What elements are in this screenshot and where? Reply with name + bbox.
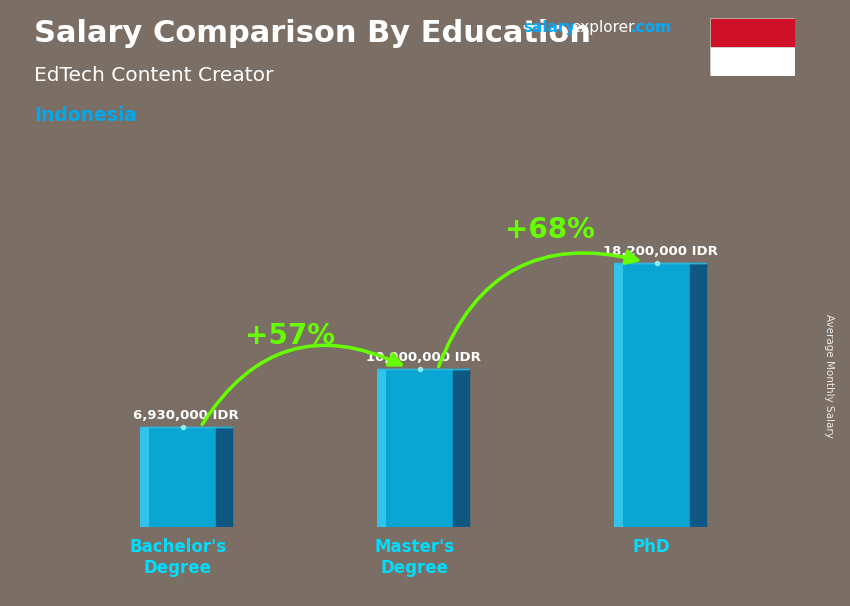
Polygon shape bbox=[453, 369, 469, 527]
Text: Average Monthly Salary: Average Monthly Salary bbox=[824, 314, 834, 438]
Bar bbox=[377, 369, 386, 527]
Polygon shape bbox=[689, 264, 706, 527]
Text: Salary Comparison By Education: Salary Comparison By Education bbox=[34, 19, 591, 48]
FancyBboxPatch shape bbox=[140, 427, 216, 527]
Bar bbox=[710, 47, 795, 76]
Text: 6,930,000 IDR: 6,930,000 IDR bbox=[133, 409, 239, 422]
Text: .com: .com bbox=[631, 20, 672, 35]
Bar bbox=[710, 18, 795, 47]
Text: salary: salary bbox=[523, 20, 575, 35]
Text: Indonesia: Indonesia bbox=[34, 105, 137, 125]
Bar bbox=[614, 264, 623, 527]
Polygon shape bbox=[216, 427, 232, 527]
Text: explorer: explorer bbox=[571, 20, 635, 35]
FancyBboxPatch shape bbox=[614, 264, 689, 527]
FancyBboxPatch shape bbox=[377, 369, 453, 527]
Text: EdTech Content Creator: EdTech Content Creator bbox=[34, 66, 274, 85]
Text: +68%: +68% bbox=[505, 216, 595, 244]
Text: 18,200,000 IDR: 18,200,000 IDR bbox=[603, 245, 717, 259]
Text: +57%: +57% bbox=[245, 322, 335, 350]
Bar bbox=[140, 427, 149, 527]
Text: 10,900,000 IDR: 10,900,000 IDR bbox=[366, 351, 480, 364]
